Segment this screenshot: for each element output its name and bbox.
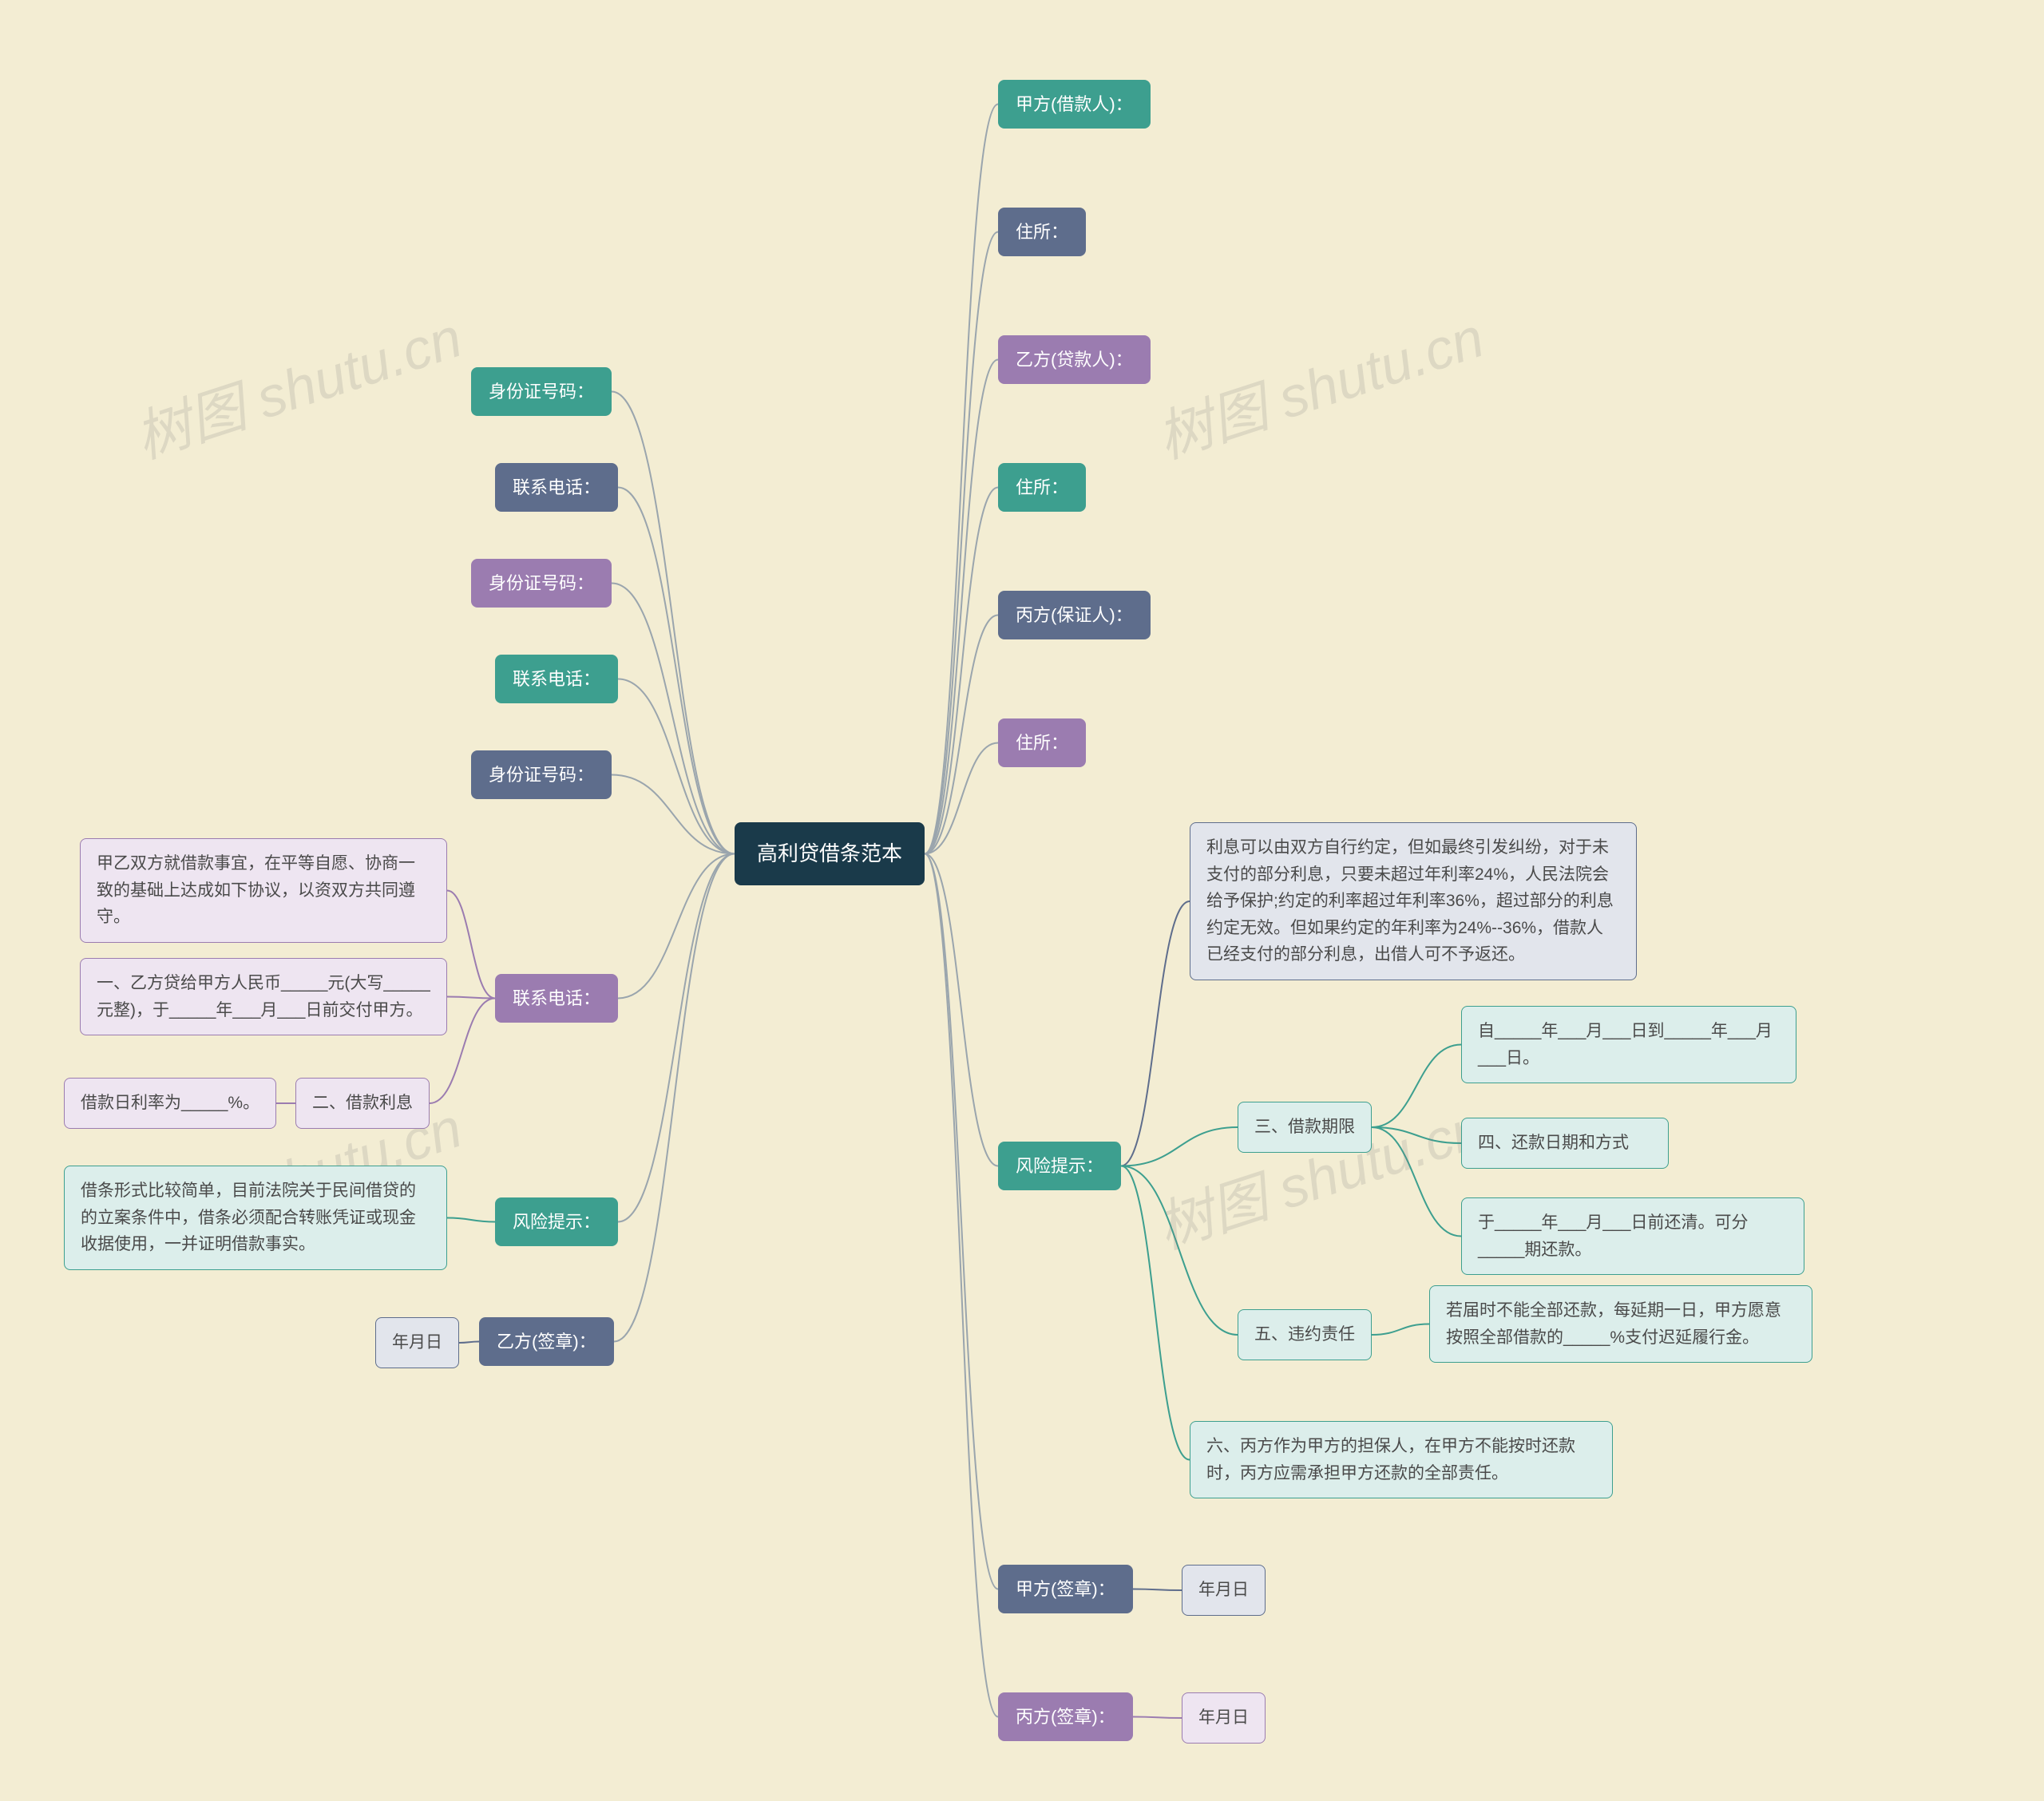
root-node: 高利贷借条范本 <box>735 822 925 885</box>
pre-note: 利息可以由双方自行约定，但如最终引发纠纷，对于未支付的部分利息，只要未超过年利率… <box>1190 822 1637 980</box>
watermark-0: 树图 shutu.cn <box>124 293 471 474</box>
right-branch-7: 甲方(签章)： <box>998 1565 1133 1613</box>
right-branch-1: 住所： <box>998 208 1086 256</box>
child-node: 自_____年___月___日到_____年___月___日。 <box>1461 1006 1796 1083</box>
child-node: 五、违约责任 <box>1238 1309 1372 1360</box>
child-node: 六、丙方作为甲方的担保人，在甲方不能按时还款时，丙方应需承担甲方还款的全部责任。 <box>1190 1421 1613 1498</box>
right-branch-4: 丙方(保证人)： <box>998 591 1151 639</box>
left-branch-0: 身份证号码： <box>471 367 612 416</box>
left-branch-6: 风险提示： <box>495 1197 618 1246</box>
child-node: 年月日 <box>375 1317 459 1368</box>
child-node: 于_____年___月___日前还清。可分_____期还款。 <box>1461 1197 1804 1275</box>
child-node: 年月日 <box>1182 1692 1266 1744</box>
right-branch-3: 住所： <box>998 463 1086 512</box>
left-branch-7: 乙方(签章)： <box>479 1317 614 1366</box>
child-node: 借条形式比较简单，目前法院关于民间借贷的的立案条件中，借条必须配合转账凭证或现金… <box>64 1166 447 1270</box>
child-node: 四、还款日期和方式 <box>1461 1118 1669 1169</box>
child-node: 一、乙方贷给甲方人民币_____元(大写_____元整)，于_____年___月… <box>80 958 447 1035</box>
child-node: 三、借款期限 <box>1238 1102 1372 1153</box>
left-branch-2: 身份证号码： <box>471 559 612 608</box>
left-branch-5: 联系电话： <box>495 974 618 1023</box>
child-node: 若届时不能全部还款，每延期一日，甲方愿意按照全部借款的_____%支付迟延履行金… <box>1429 1285 1812 1363</box>
child-node: 甲乙双方就借款事宜，在平等自愿、协商一致的基础上达成如下协议，以资双方共同遵守。 <box>80 838 447 943</box>
right-branch-0: 甲方(借款人)： <box>998 80 1151 129</box>
right-branch-8: 丙方(签章)： <box>998 1692 1133 1741</box>
left-branch-3: 联系电话： <box>495 655 618 703</box>
child-node: 二、借款利息 <box>295 1078 430 1129</box>
right-branch-2: 乙方(贷款人)： <box>998 335 1151 384</box>
left-branch-4: 身份证号码： <box>471 750 612 799</box>
right-branch-5: 住所： <box>998 718 1086 767</box>
right-branch-6: 风险提示： <box>998 1142 1121 1190</box>
left-branch-1: 联系电话： <box>495 463 618 512</box>
child-node: 借款日利率为_____%。 <box>64 1078 276 1129</box>
watermark-1: 树图 shutu.cn <box>1146 293 1493 474</box>
child-node: 年月日 <box>1182 1565 1266 1616</box>
